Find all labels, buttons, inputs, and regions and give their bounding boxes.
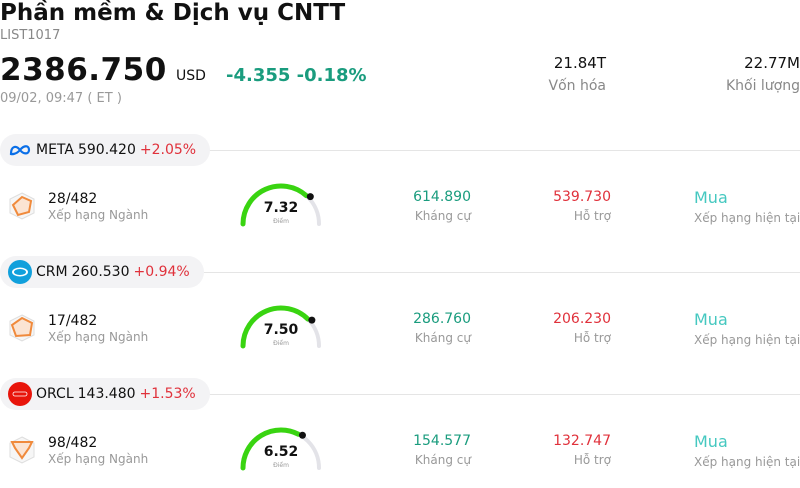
score-gauge — [240, 183, 321, 227]
gauge-marker — [298, 431, 306, 439]
support-value: 132.747 — [553, 433, 611, 449]
page-title: Phần mềm & Dịch vụ CNTT — [0, 0, 346, 26]
resistance-label: Kháng cự — [414, 209, 471, 223]
gauge-fill — [240, 183, 309, 227]
volume-value: 22.77M — [744, 54, 800, 72]
rating-label: Xếp hạng hiện tại — [694, 211, 800, 225]
industry-rank-value: 17/482 — [48, 313, 98, 329]
price-change: -4.355 -0.18% — [226, 65, 367, 86]
resistance-label: Kháng cự — [414, 453, 471, 467]
resistance-value: 286.760 — [413, 311, 471, 327]
score-value: 7.32 — [263, 200, 299, 216]
divider — [204, 150, 800, 151]
rating-value: Mua — [694, 432, 728, 451]
stock-pill-crm[interactable]: CRM 260.530 +0.94% — [0, 256, 204, 288]
score-gauge — [240, 427, 321, 471]
resistance-label: Kháng cự — [414, 331, 471, 345]
industry-rank-value: 28/482 — [48, 191, 98, 207]
score-label: Điểm — [273, 218, 289, 225]
score-value: 6.52 — [263, 444, 299, 460]
score-value: 7.50 — [263, 322, 299, 338]
gauge-fill — [240, 305, 311, 349]
score-label: Điểm — [273, 340, 289, 347]
industry-rank-label: Xếp hạng Ngành — [48, 330, 149, 344]
industry-rank-label: Xếp hạng Ngành — [48, 208, 149, 222]
gauge-marker — [308, 316, 316, 324]
timestamp: 09/02, 09:47 ( ET ) — [0, 91, 122, 106]
rating-label: Xếp hạng hiện tại — [694, 455, 800, 469]
stock-ticker: CRM — [36, 264, 68, 280]
support-value: 539.730 — [553, 189, 611, 205]
stock-change-pct: +2.05% — [139, 142, 197, 158]
industry-rank-icon — [9, 314, 35, 342]
stock-price: 143.480 — [77, 386, 136, 402]
market-cap-value: 21.84T — [553, 54, 606, 72]
industry-rank-label: Xếp hạng Ngành — [48, 452, 149, 466]
salesforce-logo-icon — [8, 260, 32, 284]
stock-price: 260.530 — [71, 264, 130, 280]
industry-rank-icon — [9, 192, 35, 220]
resistance-value: 154.577 — [413, 433, 471, 449]
divider — [204, 394, 800, 395]
sector-code: LIST1017 — [0, 28, 61, 43]
gauge-fill — [240, 427, 301, 471]
industry-rank-value: 98/482 — [48, 435, 98, 451]
currency-label: USD — [176, 68, 206, 84]
divider — [204, 272, 800, 273]
resistance-value: 614.890 — [413, 189, 471, 205]
rating-value: Mua — [694, 310, 728, 329]
oracle-logo-icon — [8, 382, 32, 406]
support-value: 206.230 — [553, 311, 611, 327]
industry-rank-icon — [9, 436, 35, 464]
stock-ticker: META — [36, 142, 74, 158]
market-cap-label: Vốn hóa — [548, 78, 606, 94]
sector-price: 2386.750 — [0, 52, 167, 88]
score-label: Điểm — [273, 462, 289, 469]
stock-pill-meta[interactable]: META 590.420 +2.05% — [0, 134, 211, 166]
meta-logo-icon — [8, 138, 32, 162]
stock-price: 590.420 — [77, 142, 136, 158]
volume-label: Khối lượng — [725, 78, 800, 94]
stock-change-pct: +0.94% — [133, 264, 190, 280]
stock-change-pct: +1.53% — [139, 386, 196, 402]
gauge-marker — [306, 193, 314, 201]
stock-pill-orcl[interactable]: ORCL 143.480 +1.53% — [0, 378, 210, 410]
support-label: Hỗ trợ — [573, 331, 611, 345]
support-label: Hỗ trợ — [573, 209, 611, 223]
score-gauge — [240, 305, 321, 349]
stock-ticker: ORCL — [36, 386, 74, 402]
rating-value: Mua — [694, 188, 728, 207]
support-label: Hỗ trợ — [573, 453, 611, 467]
rating-label: Xếp hạng hiện tại — [694, 333, 800, 347]
